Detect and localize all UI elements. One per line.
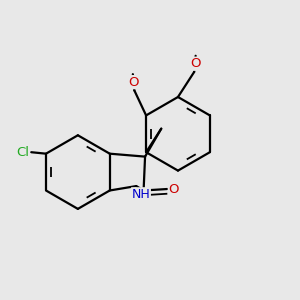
Text: O: O bbox=[168, 182, 179, 196]
Text: NH: NH bbox=[132, 188, 150, 201]
Text: Cl: Cl bbox=[16, 146, 29, 159]
Text: O: O bbox=[190, 57, 201, 70]
Text: O: O bbox=[128, 76, 138, 88]
